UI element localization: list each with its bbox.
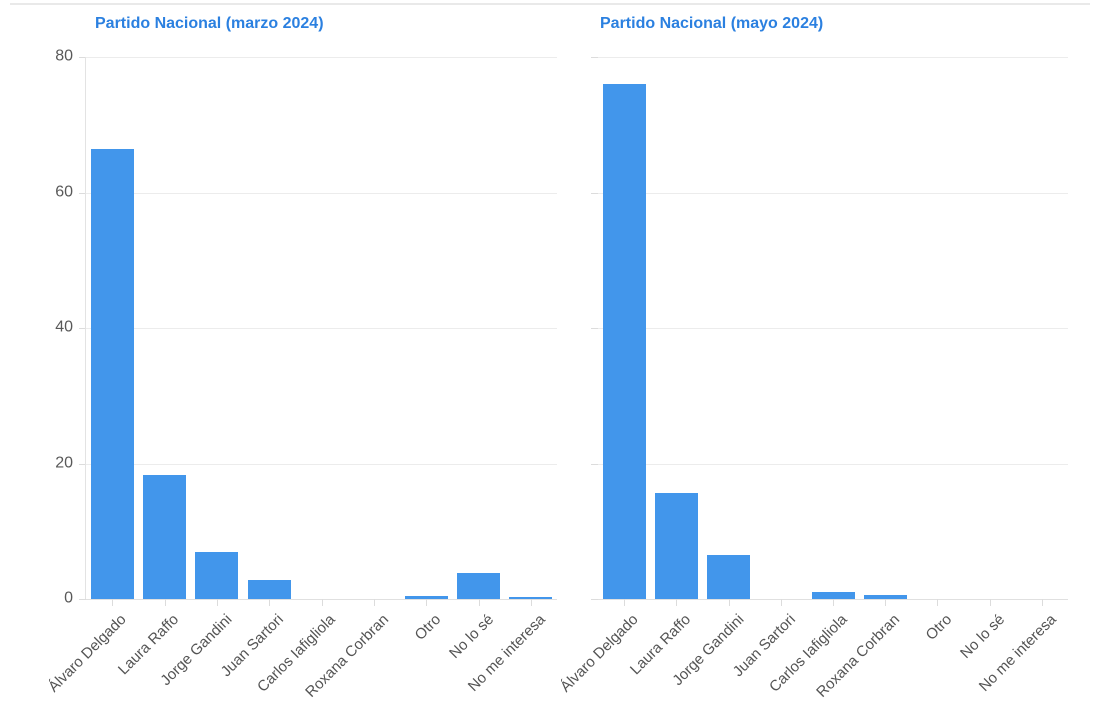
x-tick-mark (729, 599, 730, 606)
y-axis-label: 60 (55, 183, 73, 201)
plot-area-mayo-2024: Álvaro Delgado Laura Raffo Jorge Gandini Ju… (557, 57, 1068, 701)
x-axis-label: Álvaro Delgado (45, 611, 131, 696)
x-tick-mark (165, 599, 166, 606)
x-tick-mark (937, 599, 938, 606)
y-tick-mark (79, 464, 86, 465)
y-axis-label: 0 (64, 589, 73, 607)
gridline-y-60 (598, 193, 1068, 194)
x-tick-mark (781, 599, 782, 606)
x-tick-mark (1042, 599, 1043, 606)
bar-marzo-2024-3 (195, 551, 238, 599)
gridline-y-80 (86, 57, 557, 58)
gridline-y-40 (86, 328, 557, 329)
x-axis-line (86, 599, 557, 600)
x-axis-label: Otro (922, 611, 956, 644)
x-tick-mark (322, 599, 323, 606)
y-axis-line (85, 57, 86, 599)
x-tick-mark (426, 599, 427, 606)
y-tick-mark (591, 328, 598, 329)
bar-marzo-2024-9 (509, 597, 552, 599)
x-tick-mark (269, 599, 270, 606)
x-tick-mark (112, 599, 113, 606)
gridline-y-20 (598, 464, 1068, 465)
y-tick-mark (79, 193, 86, 194)
bar-mayo-2024-6 (864, 595, 907, 599)
top-divider (10, 3, 1090, 5)
bar-mayo-2024-2 (655, 493, 698, 599)
gridline-y-20 (86, 464, 557, 465)
y-axis-label: 80 (55, 47, 73, 65)
bar-mayo-2024-3 (707, 555, 750, 599)
x-axis-label: Otro (411, 611, 445, 644)
gridline-y-60 (86, 193, 557, 194)
y-tick-mark (79, 328, 86, 329)
x-tick-mark (479, 599, 480, 606)
x-axis-label: No lo sé (446, 611, 498, 662)
bar-mayo-2024-5 (812, 591, 855, 599)
y-tick-mark (591, 464, 598, 465)
x-tick-mark (885, 599, 886, 606)
x-tick-mark (990, 599, 991, 606)
y-axis-label: 20 (55, 454, 73, 472)
bar-marzo-2024-4 (248, 580, 291, 599)
y-tick-mark (591, 57, 598, 58)
x-axis-label: No lo sé (957, 611, 1009, 662)
y-axis-label: 40 (55, 318, 73, 336)
bar-marzo-2024-1 (91, 148, 134, 599)
chart-title-mayo-2024: Partido Nacional (mayo 2024) (600, 15, 824, 32)
y-tick-mark (79, 599, 86, 600)
x-tick-mark (833, 599, 834, 606)
chart-title-marzo-2024: Partido Nacional (marzo 2024) (95, 15, 324, 32)
bar-mayo-2024-1 (603, 84, 646, 599)
y-tick-mark (79, 57, 86, 58)
plot-area-marzo-2024: 0 20 40 60 80 Álvaro Delgado Laura Raffo Jorge … (45, 48, 557, 701)
x-axis-label: Álvaro Delgado (557, 611, 643, 696)
bar-marzo-2024-8 (457, 572, 500, 599)
x-tick-mark (217, 599, 218, 606)
x-tick-mark (624, 599, 625, 606)
bar-marzo-2024-2 (143, 475, 186, 599)
x-tick-mark (374, 599, 375, 606)
x-tick-mark (531, 599, 532, 606)
gridline-y-40 (598, 328, 1068, 329)
y-tick-mark (591, 599, 598, 600)
bar-marzo-2024-7 (405, 595, 448, 599)
y-tick-mark (591, 193, 598, 194)
gridline-y-80 (598, 57, 1068, 58)
x-tick-mark (676, 599, 677, 606)
